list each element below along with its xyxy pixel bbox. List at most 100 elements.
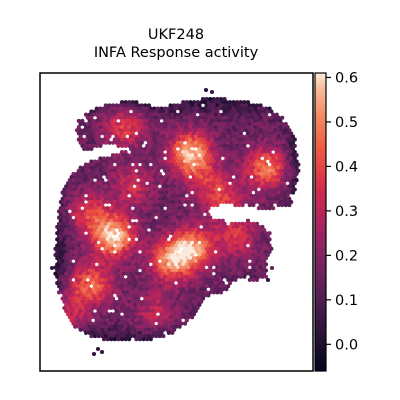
spot [76,287,81,292]
spot [175,171,180,176]
spot [87,299,92,304]
spot [179,321,184,326]
spot [204,97,209,102]
spot [249,156,254,161]
spot [109,168,114,173]
spot [128,246,134,251]
spot [280,203,285,208]
spot [123,231,128,236]
spot [136,296,141,301]
spot [150,252,155,258]
spot [109,206,114,211]
spot [215,134,220,139]
spot [213,287,218,292]
spot [244,153,249,158]
spot [262,190,267,195]
spot [127,256,132,261]
spot [64,309,69,314]
spot [78,271,83,276]
spot [130,100,135,105]
spot [64,246,69,251]
spot [190,302,195,307]
spot [103,265,108,270]
spot [191,293,197,298]
spot [226,128,231,133]
spot [137,337,143,342]
spot [271,181,276,186]
spot [195,162,200,167]
spot [78,190,83,195]
spot [128,302,134,307]
spot [64,277,69,282]
spot [224,274,229,279]
spot [159,231,164,236]
spot [60,246,65,251]
spot [74,252,80,258]
spot [231,224,236,229]
spot [209,168,215,173]
spot [181,268,186,273]
spot [123,212,128,217]
spot [163,218,168,223]
spot [87,131,92,136]
spot [107,128,112,133]
spot [103,190,108,195]
spot [233,122,238,127]
spot [164,315,170,320]
spot [69,305,74,311]
spot [172,221,177,226]
spot [170,206,175,211]
spot [110,240,116,245]
spot [141,256,146,261]
spot [209,181,215,186]
spot [285,199,290,205]
spot-layer [49,87,301,357]
spot [253,193,258,198]
spot [69,299,74,304]
spot [215,115,220,120]
spot [231,125,236,130]
spot [209,224,215,229]
spot [229,184,234,189]
spot [87,175,92,180]
spot [213,150,218,155]
spot [191,299,197,304]
spot [199,299,204,304]
spot [132,321,137,326]
spot [267,193,272,198]
spot [148,150,153,155]
spot [240,240,245,245]
spot [229,265,234,270]
spot [249,118,254,123]
spot [236,109,242,114]
spot [289,187,294,192]
spot [163,312,168,317]
spot [226,171,231,176]
spot [157,140,162,145]
spot [172,159,177,164]
spot [132,190,137,195]
spot [155,231,161,236]
spot [152,112,157,117]
spot [60,190,65,195]
spot [289,175,294,180]
spot [80,249,85,254]
spot [179,103,184,108]
spot [125,246,130,251]
spot [148,256,153,261]
spot [238,243,243,248]
spot [139,184,144,189]
spot [139,134,144,139]
spot [260,118,265,123]
spot [177,231,182,236]
spot [177,187,182,192]
spot [200,178,206,183]
spot [278,181,283,186]
spot [159,243,164,248]
spot [78,265,83,270]
spot [267,249,272,254]
spot [287,203,292,208]
spot [114,178,119,183]
spot [254,252,260,258]
spot [222,228,227,233]
